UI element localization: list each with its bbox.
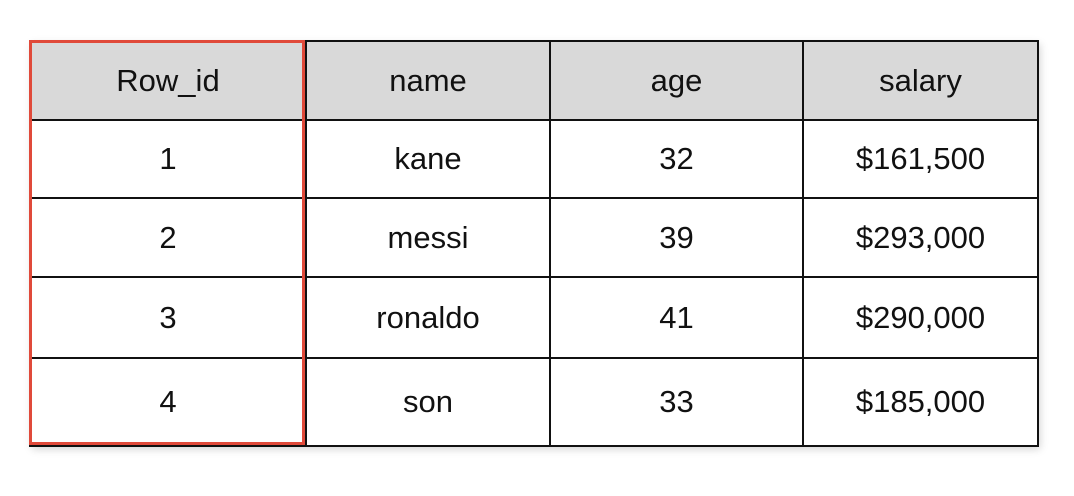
table-row: 4 son 33 $185,000 (29, 357, 1039, 447)
cell-age: 32 (549, 119, 804, 199)
data-table: Row_id name age salary 1 kane 32 $161,50… (29, 40, 1039, 447)
header-name: name (305, 40, 551, 121)
cell-name: messi (305, 197, 551, 278)
cell-salary: $293,000 (802, 197, 1039, 278)
header-row: Row_id name age salary (29, 40, 1039, 121)
data-table-container: Row_id name age salary 1 kane 32 $161,50… (29, 40, 1039, 447)
cell-name: ronaldo (305, 276, 551, 359)
cell-salary: $185,000 (802, 357, 1039, 447)
cell-row-id: 1 (29, 119, 307, 199)
cell-name: kane (305, 119, 551, 199)
table-row: 2 messi 39 $293,000 (29, 197, 1039, 278)
cell-row-id: 2 (29, 197, 307, 278)
cell-row-id: 3 (29, 276, 307, 359)
table-row: 1 kane 32 $161,500 (29, 119, 1039, 199)
header-row-id: Row_id (29, 40, 307, 121)
cell-age: 41 (549, 276, 804, 359)
table-row: 3 ronaldo 41 $290,000 (29, 276, 1039, 359)
header-age: age (549, 40, 804, 121)
header-salary: salary (802, 40, 1039, 121)
cell-name: son (305, 357, 551, 447)
cell-row-id: 4 (29, 357, 307, 447)
cell-age: 33 (549, 357, 804, 447)
cell-salary: $290,000 (802, 276, 1039, 359)
cell-salary: $161,500 (802, 119, 1039, 199)
cell-age: 39 (549, 197, 804, 278)
